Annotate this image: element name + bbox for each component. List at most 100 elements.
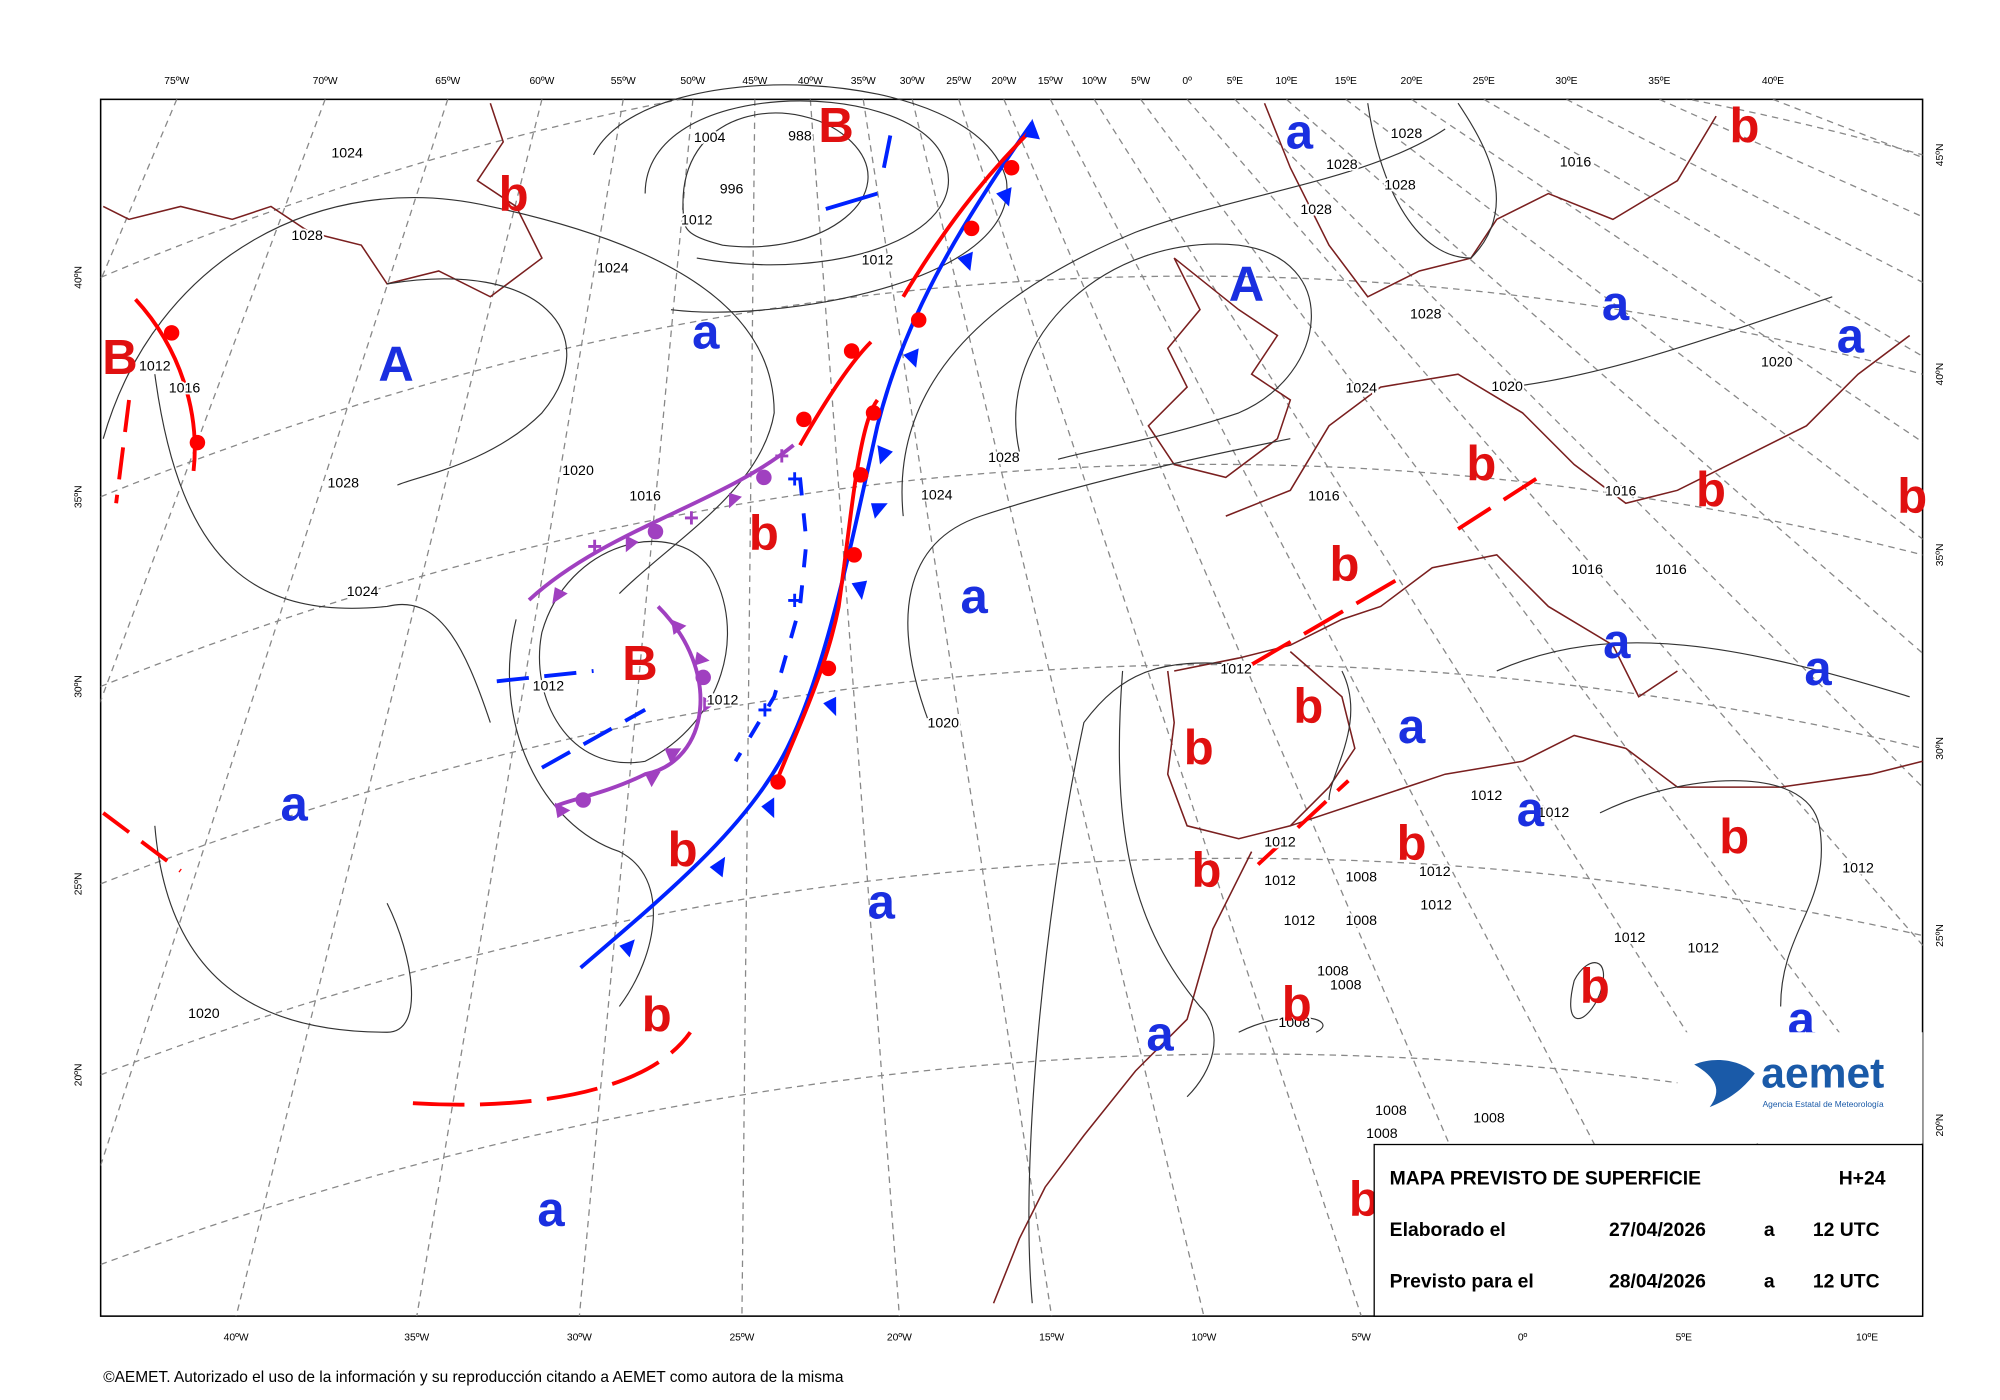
- info-title: MAPA PREVISTO DE SUPERFICIE: [1390, 1168, 1701, 1190]
- pressure-center: b: [499, 167, 529, 221]
- pressure-center: b: [1191, 843, 1221, 897]
- isobar-label: 1020: [927, 716, 959, 732]
- info-cell: a: [1764, 1219, 1775, 1241]
- pressure-center: b: [668, 823, 698, 877]
- top-axis-label: 60ºW: [529, 76, 554, 87]
- top-axis-label: 40ºE: [1762, 76, 1784, 87]
- isobar-label: 1008: [1346, 913, 1378, 929]
- left-axis-label: 35ºN: [73, 485, 84, 508]
- isobar-label: 1012: [533, 678, 565, 694]
- isobar-label: 1016: [1308, 489, 1340, 505]
- front-mark: +: [684, 504, 699, 532]
- info-lead: H+24: [1839, 1168, 1886, 1190]
- isobar-label: 1024: [921, 487, 953, 503]
- top-axis-label: 75ºW: [164, 76, 189, 87]
- info-cell: Previsto para el: [1390, 1271, 1534, 1293]
- top-axis-label: 15ºW: [1038, 76, 1063, 87]
- meridian: [100, 99, 449, 1168]
- isobar-label: 1028: [988, 450, 1020, 466]
- meridian: [862, 99, 1053, 1317]
- meridian: [416, 99, 624, 1317]
- front-symbols: + + + + + +: [163, 118, 1040, 958]
- pressure-center: b: [1719, 810, 1749, 864]
- isobar-label: 1028: [1410, 307, 1442, 323]
- isobar-label: 1016: [629, 489, 661, 505]
- pressure-center: a: [961, 570, 989, 624]
- isobars: [102, 84, 1910, 1304]
- bottom-axis-label: 5ºW: [1352, 1333, 1372, 1344]
- parallel: [100, 857, 1923, 1076]
- isobar-label: 1024: [331, 145, 363, 161]
- info-cell: 12 UTC: [1813, 1271, 1880, 1293]
- top-axis-label: 10ºE: [1275, 76, 1297, 87]
- isobar-label: 1012: [707, 693, 739, 709]
- logo-name: aemet: [1761, 1050, 1884, 1098]
- left-axis-label: 20ºN: [73, 1063, 84, 1086]
- top-axis-label: 20ºW: [991, 76, 1016, 87]
- bottom-axis-label: 35ºW: [404, 1333, 429, 1344]
- meridian: [1483, 99, 1923, 358]
- meridian: [1186, 99, 1923, 947]
- top-axis-label: 55ºW: [611, 76, 636, 87]
- pressure-center: b: [1466, 437, 1496, 491]
- bottom-axis-label: 0º: [1518, 1333, 1528, 1344]
- right-axis-label: 25ºN: [1935, 924, 1946, 947]
- top-axis-label: 30ºE: [1555, 76, 1577, 87]
- isobar-label: 1012: [1264, 873, 1296, 889]
- left-axis-label: 30ºN: [73, 675, 84, 698]
- isobar-label: 1008: [1278, 1015, 1310, 1031]
- pressure-center: a: [1804, 642, 1832, 696]
- isobar-label: 996: [720, 182, 744, 198]
- bottom-axis-label: 20ºW: [887, 1333, 912, 1344]
- pressure-center: B: [818, 99, 853, 153]
- meridian: [1049, 99, 1685, 1317]
- parallel: [100, 663, 1923, 885]
- pressure-center: b: [1293, 680, 1323, 734]
- isobar-label: 1016: [1560, 154, 1592, 170]
- isobar-label: 1016: [169, 380, 201, 396]
- parallel: [100, 1053, 1923, 1266]
- top-axis-label: 5ºW: [1131, 76, 1151, 87]
- isobar-label: 1024: [597, 260, 629, 276]
- isobar-label: 1028: [1391, 126, 1423, 142]
- isobar-label: 1004: [694, 130, 726, 146]
- isobar-label: 1020: [1761, 354, 1793, 370]
- graticule: [100, 99, 1923, 1317]
- info-cell: 12 UTC: [1813, 1219, 1880, 1241]
- copyright: ©AEMET. Autorizado el uso de la informac…: [103, 1369, 844, 1386]
- parallel: [100, 99, 1923, 279]
- logo-tagline: Agencia Estatal de Meteorología: [1763, 1099, 1884, 1109]
- top-axis-label: 15ºE: [1335, 76, 1357, 87]
- pressure-center: a: [1837, 309, 1865, 363]
- front-mark: +: [787, 587, 802, 615]
- isobar-label: 1008: [1317, 963, 1349, 979]
- pressure-center: B: [622, 637, 657, 691]
- left-axis-label: 25ºN: [73, 873, 84, 896]
- left-axis-label: 40ºN: [73, 266, 84, 289]
- info-cell: 28/04/2026: [1609, 1271, 1706, 1293]
- isobar-label: 1012: [1220, 662, 1252, 678]
- isobar-label: 1012: [1842, 860, 1874, 876]
- top-axis-label: 5ºE: [1227, 76, 1244, 87]
- isobar-label: 1012: [1687, 940, 1719, 956]
- pressure-center: a: [281, 778, 309, 832]
- isobar-label: 1020: [1491, 379, 1523, 395]
- isobar-label: 1008: [1473, 1111, 1505, 1127]
- isobar-label: 1012: [1419, 864, 1451, 880]
- map-frame: [99, 98, 1924, 1317]
- right-axis-label: 30ºN: [1935, 737, 1946, 760]
- top-axis-label: 45ºW: [742, 76, 767, 87]
- meridian: [741, 99, 756, 1317]
- parallel: [100, 275, 1923, 498]
- pressure-center: A: [378, 338, 413, 392]
- info-cell: Elaborado el: [1390, 1219, 1506, 1241]
- top-axis-label: 35ºE: [1648, 76, 1670, 87]
- isobar-label: 1008: [1375, 1103, 1407, 1119]
- top-axis-label: 0º: [1182, 76, 1192, 87]
- top-axis-label: 35ºW: [851, 76, 876, 87]
- isobar-label: 1028: [327, 476, 359, 492]
- pressure-center: a: [1517, 783, 1545, 837]
- pressure-center: B: [102, 331, 137, 385]
